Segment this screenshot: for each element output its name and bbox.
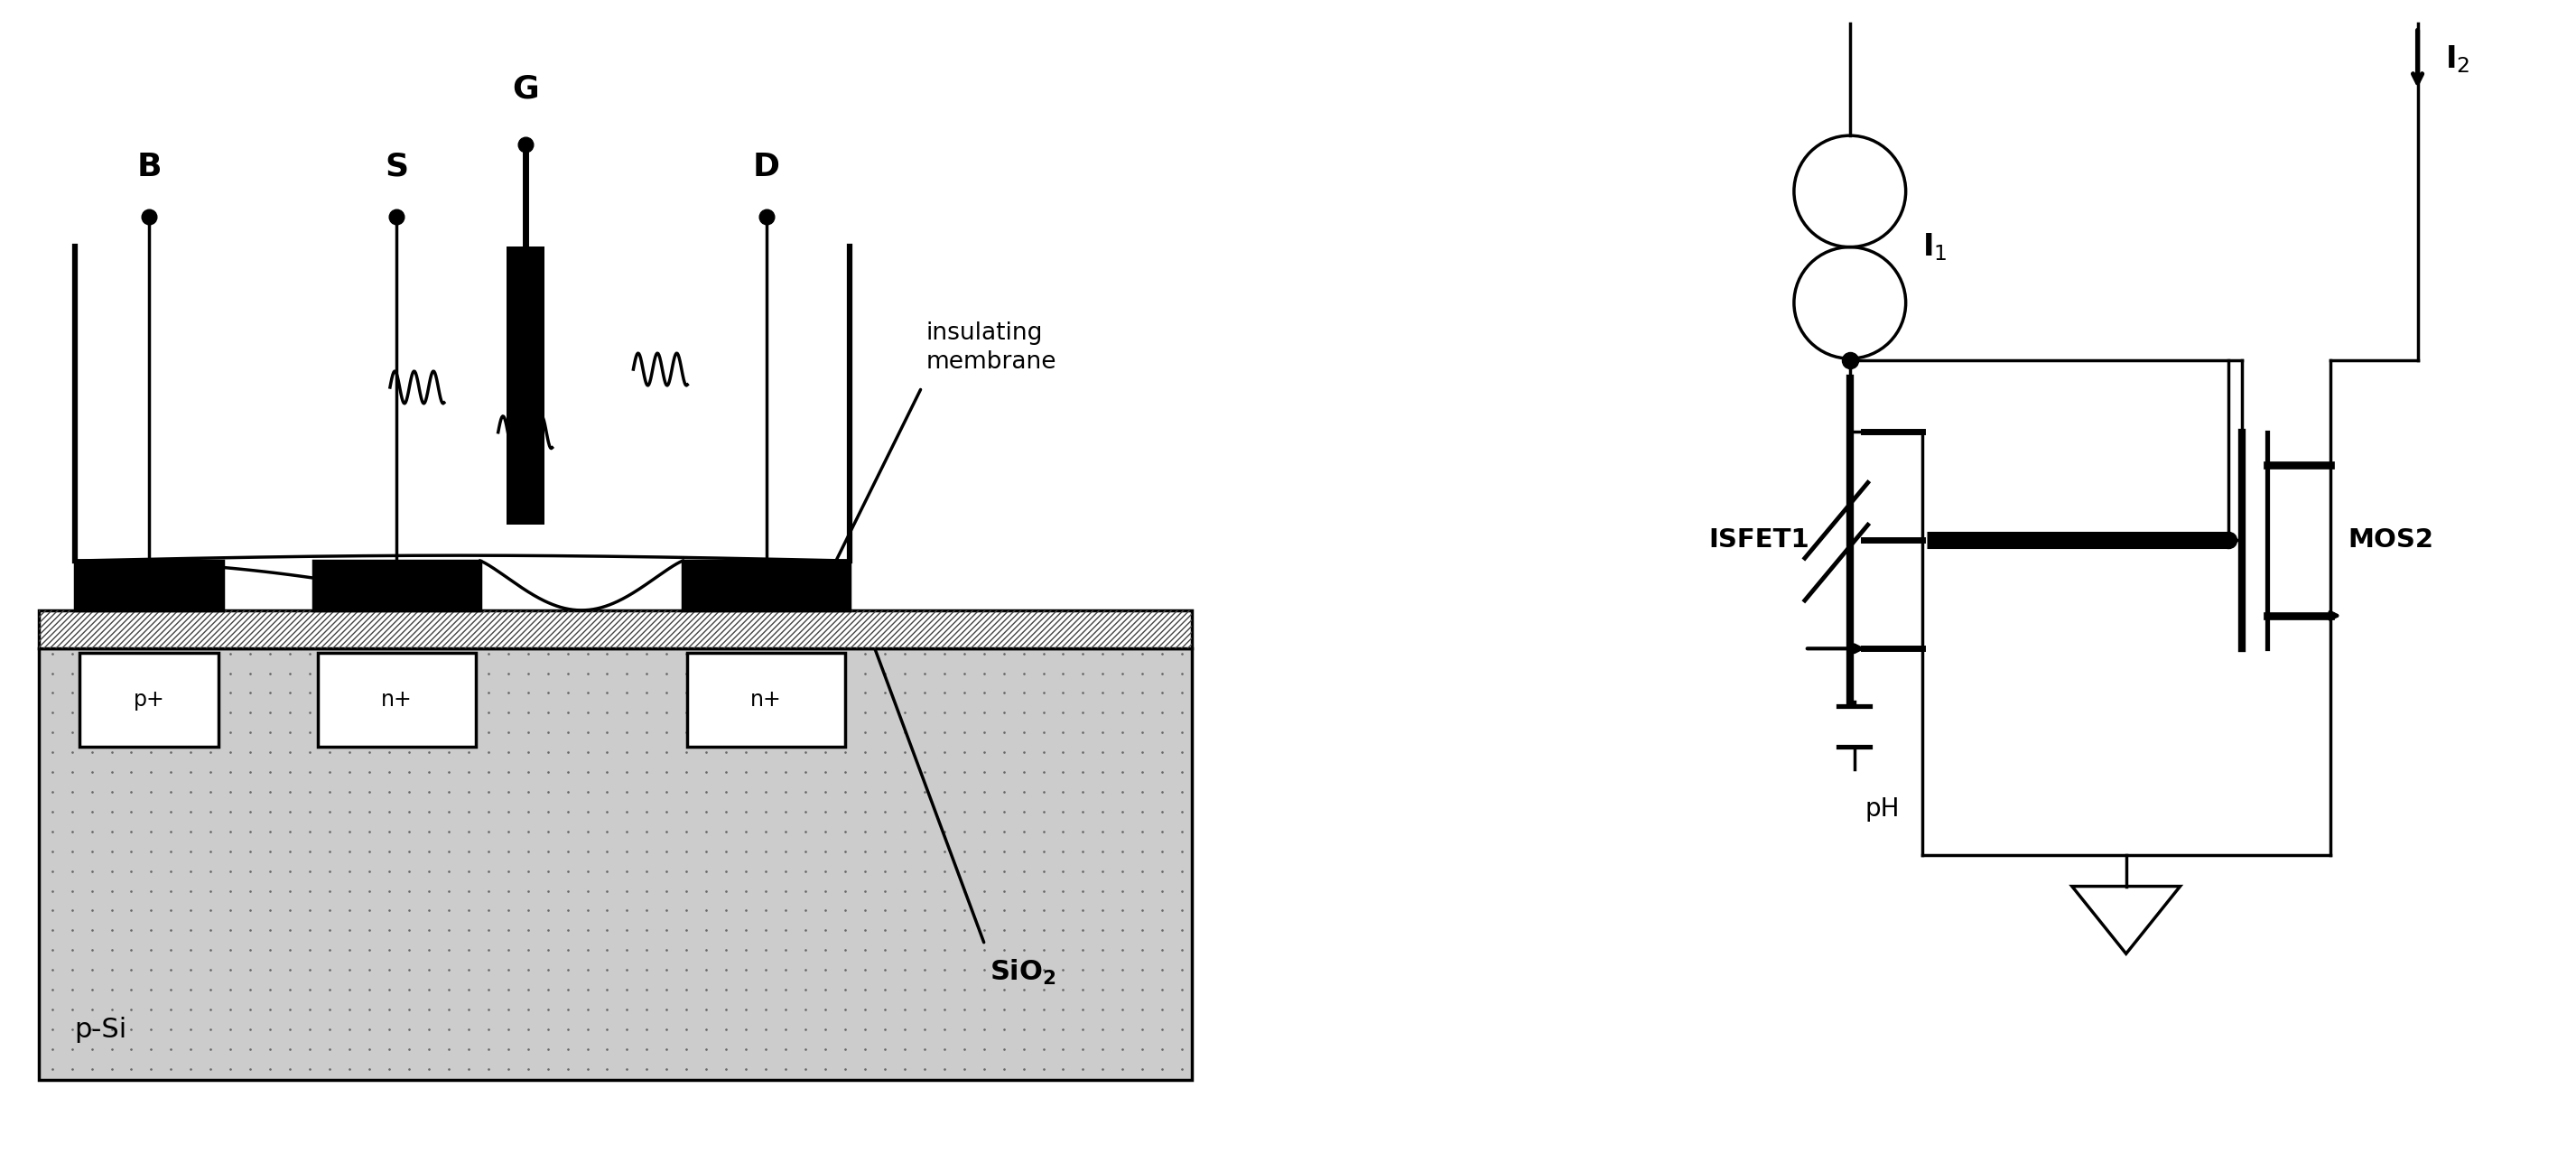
Bar (688, 653, 845, 747)
Text: G: G (513, 74, 538, 104)
Bar (39, 611, 1193, 648)
Text: p+: p+ (134, 689, 165, 710)
Text: insulating
membrane: insulating membrane (927, 321, 1056, 374)
Text: p-Si: p-Si (75, 1017, 126, 1043)
Bar (507, 246, 544, 525)
Bar (80, 653, 219, 747)
Text: ISFET1: ISFET1 (1708, 527, 1808, 553)
Bar (683, 561, 850, 611)
Text: D: D (752, 151, 781, 183)
Text: MOS2: MOS2 (2349, 527, 2434, 553)
Text: S: S (384, 151, 410, 183)
Text: $\mathbf{SiO_2}$: $\mathbf{SiO_2}$ (989, 959, 1056, 987)
Bar (314, 561, 479, 611)
Bar (683, 561, 850, 611)
Bar (317, 653, 477, 747)
Text: n+: n+ (381, 689, 412, 710)
Text: B: B (137, 151, 162, 183)
Text: n+: n+ (750, 689, 783, 710)
Bar (39, 611, 1193, 648)
Text: I$_2$: I$_2$ (2445, 43, 2470, 75)
Bar (75, 561, 224, 611)
Text: pH: pH (1865, 797, 1901, 822)
Bar (75, 561, 224, 611)
Text: I$_1$: I$_1$ (1922, 231, 1947, 263)
Bar (39, 648, 1193, 1079)
Bar (314, 561, 479, 611)
